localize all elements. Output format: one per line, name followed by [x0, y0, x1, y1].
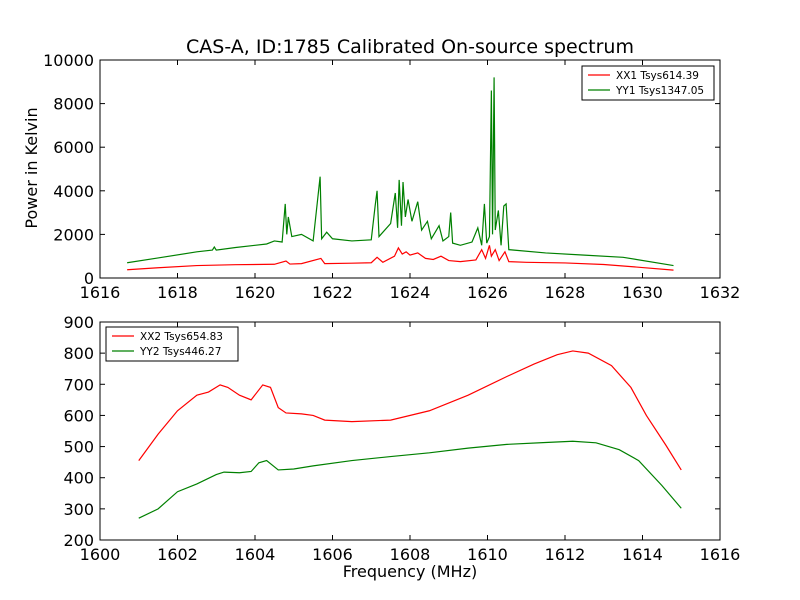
legend-label: XX2 Tsys654.83 [140, 331, 223, 343]
y-axis-label: Power in Kelvin [22, 107, 41, 228]
y-tick-label: 700 [63, 375, 94, 394]
y-tick-label: 800 [63, 344, 94, 363]
y-tick-label: 8000 [53, 95, 94, 114]
x-tick-label: 1616 [700, 545, 741, 564]
series-line-yy2 [138, 440, 682, 519]
x-tick-label: 1622 [312, 283, 353, 302]
y-tick-label: 600 [63, 406, 94, 425]
legend: XX1 Tsys614.39 YY1 Tsys1347.05 [581, 65, 715, 101]
x-tick-label: 1610 [467, 545, 508, 564]
legend-label: YY2 Tsys446.27 [139, 346, 221, 358]
y-tick-label: 500 [63, 438, 94, 457]
y-tick-label: 0 [84, 269, 94, 288]
legend-box [581, 65, 715, 101]
x-tick-label: 1626 [467, 283, 508, 302]
x-tick-label: 1628 [545, 283, 586, 302]
chart-title: CAS-A, ID:1785 Calibrated On-source spec… [186, 36, 634, 58]
x-tick-label: 1608 [390, 545, 431, 564]
x-axis-label: Frequency (MHz) [343, 562, 477, 581]
x-tick-label: 1612 [545, 545, 586, 564]
y-tick-label: 10000 [43, 51, 94, 70]
y-tick-label: 400 [63, 469, 94, 488]
y-tick-label: 200 [63, 531, 94, 550]
x-tick-label: 1630 [622, 283, 663, 302]
y-tick-label: 900 [63, 313, 94, 332]
x-tick-label: 1606 [312, 545, 353, 564]
y-tick-label: 300 [63, 500, 94, 519]
legend-label: YY1 Tsys1347.05 [615, 85, 704, 97]
legend: XX2 Tsys654.83 YY2 Tsys446.27 [105, 326, 239, 362]
y-tick-label: 6000 [53, 138, 94, 157]
top-plot: 1616 1618 1620 1622 1624 1626 1628 1630 1632 0 200… [43, 51, 740, 302]
series-line-xx1 [127, 245, 674, 271]
legend-label: XX1 Tsys614.39 [616, 70, 699, 82]
series-line-xx2 [138, 350, 682, 471]
x-tick-label: 1632 [700, 283, 741, 302]
x-tick-label: 1618 [157, 283, 198, 302]
bottom-plot: 1600 1602 1604 1606 1608 1610 1612 1614 1616 200 3… [63, 313, 740, 564]
series-line-yy1 [127, 77, 674, 267]
y-tick-label: 2000 [53, 225, 94, 244]
legend-box [105, 326, 239, 362]
x-tick-label: 1616 [80, 283, 121, 302]
x-tick-label: 1602 [157, 545, 198, 564]
x-tick-label: 1614 [622, 545, 663, 564]
x-tick-label: 1620 [235, 283, 276, 302]
x-tick-label: 1600 [80, 545, 121, 564]
x-tick-label: 1604 [235, 545, 276, 564]
x-tick-label: 1624 [390, 283, 431, 302]
y-tick-label: 4000 [53, 182, 94, 201]
